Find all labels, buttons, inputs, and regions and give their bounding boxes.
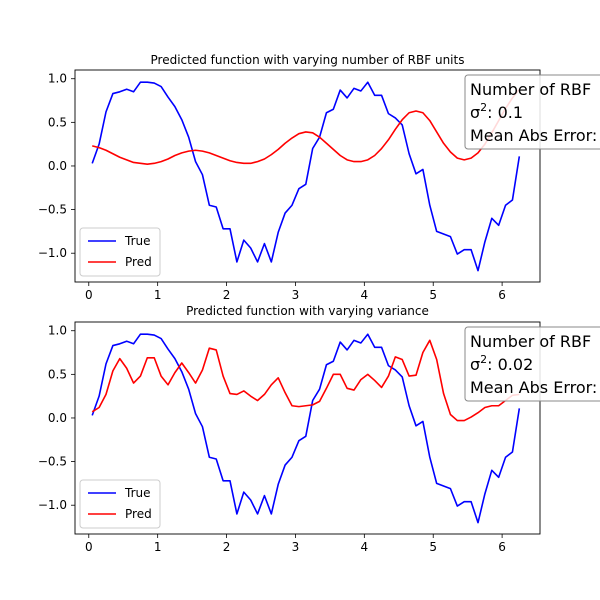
series-line-true	[91, 81, 521, 272]
y-tick-label: 1.0	[48, 324, 67, 338]
subplot-1: Predicted function with varying number o…	[38, 53, 600, 302]
legend-label-pred: Pred	[125, 255, 152, 269]
annotation-line-1: Number of RBF	[470, 80, 591, 99]
legend-label-pred: Pred	[125, 507, 152, 521]
y-tick-label: 0.5	[48, 367, 67, 381]
x-tick-label: 2	[223, 540, 231, 554]
x-tick-label: 4	[361, 288, 369, 302]
x-tick-label: 1	[154, 288, 162, 302]
annotation-line-1: Number of RBF	[470, 332, 591, 351]
legend: True Pred	[79, 479, 161, 529]
chart-title: Predicted function with varying variance	[186, 304, 429, 318]
series-line-true	[91, 333, 521, 524]
y-tick-label: 0.0	[48, 411, 67, 425]
annotation-box: Number of RBF σ2: 0.02 Mean Abs Error:	[464, 326, 600, 402]
x-tick-label: 3	[292, 540, 300, 554]
y-tick-label: 1.0	[48, 72, 67, 86]
x-tick-label: 1	[154, 540, 162, 554]
y-tick-label: −0.5	[38, 203, 67, 217]
axes-frame	[74, 69, 541, 283]
annotation-line-2: σ2: 0.02	[470, 353, 533, 374]
x-tick-label: 2	[223, 288, 231, 302]
legend: True Pred	[79, 227, 161, 277]
legend-frame	[79, 479, 161, 529]
x-tick-label: 5	[429, 540, 437, 554]
legend-label-true: True	[124, 234, 151, 248]
annotation-line-3: Mean Abs Error:	[470, 378, 597, 397]
series-line-pred	[92, 88, 520, 166]
y-tick-label: −0.5	[38, 455, 67, 469]
x-tick-label: 0	[85, 288, 93, 302]
x-tick-label: 6	[498, 540, 506, 554]
series-line-pred	[91, 339, 520, 422]
subplot-2: Predicted function with varying variance…	[38, 304, 600, 554]
annotation-background	[464, 326, 600, 402]
legend-frame	[79, 227, 161, 277]
annotation-line-3: Mean Abs Error:	[470, 126, 597, 145]
x-tick-label: 6	[498, 288, 506, 302]
x-tick-label: 0	[85, 540, 93, 554]
y-tick-label: 0.5	[48, 115, 67, 129]
legend-label-true: True	[124, 486, 151, 500]
annotation-box: Number of RBF σ2: 0.1 Mean Abs Error:	[464, 74, 600, 150]
y-tick-label: −1.0	[38, 498, 67, 512]
chart-title: Predicted function with varying number o…	[151, 53, 465, 67]
y-tick-label: 0.0	[48, 159, 67, 173]
axes-frame	[74, 321, 541, 535]
x-tick-label: 3	[292, 288, 300, 302]
y-tick-label: −1.0	[38, 246, 67, 260]
x-tick-label: 4	[361, 540, 369, 554]
annotation-background	[464, 74, 600, 150]
x-tick-label: 5	[429, 288, 437, 302]
annotation-line-2: σ2: 0.1	[470, 101, 523, 122]
